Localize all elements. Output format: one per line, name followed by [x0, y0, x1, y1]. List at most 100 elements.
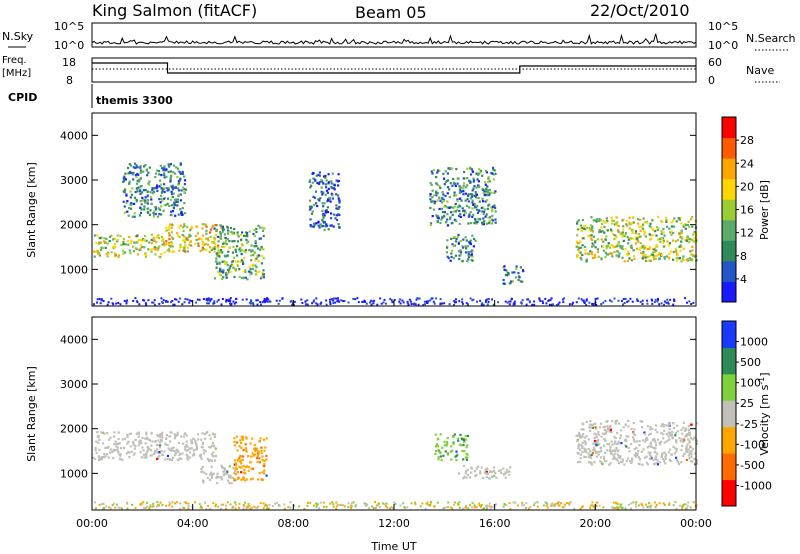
data-cell	[604, 256, 607, 259]
data-cell	[603, 231, 606, 234]
data-cell	[431, 215, 434, 218]
data-cell	[483, 190, 486, 193]
data-cell	[627, 435, 630, 438]
band-cell	[571, 303, 574, 306]
band-cell	[278, 299, 281, 302]
band-cell	[187, 502, 190, 505]
band-cell	[596, 297, 599, 300]
band-cell	[250, 299, 253, 302]
band-cell	[526, 298, 529, 301]
data-cell	[320, 190, 323, 193]
data-cell	[235, 467, 238, 471]
data-cell	[630, 461, 633, 464]
data-cell	[199, 250, 202, 253]
band-cell	[674, 501, 677, 504]
data-cell	[192, 452, 195, 455]
data-cell	[667, 431, 670, 434]
data-cell	[436, 183, 439, 186]
data-cell	[630, 244, 633, 247]
data-cell	[618, 252, 621, 255]
data-cell	[682, 454, 685, 458]
band-cell	[461, 301, 464, 304]
data-cell	[105, 253, 108, 256]
data-cell	[475, 222, 478, 225]
y-tick-label: 3000	[60, 174, 88, 187]
data-cell	[168, 248, 171, 251]
data-cell	[184, 432, 187, 435]
data-cell	[202, 481, 205, 484]
band-cell	[335, 507, 338, 510]
band-cell	[675, 507, 678, 510]
data-cell	[608, 246, 612, 249]
data-cell	[632, 422, 635, 425]
data-cell	[486, 207, 489, 210]
data-cell	[218, 270, 222, 273]
data-cell	[210, 474, 214, 477]
colorbar-swatch	[722, 137, 736, 159]
data-cell	[581, 446, 584, 449]
band-cell	[306, 299, 309, 302]
band-cell	[624, 507, 627, 510]
data-cell	[464, 251, 468, 254]
data-cell	[658, 251, 661, 255]
data-cell	[502, 278, 505, 282]
colorbar-tick-label: -500	[740, 459, 765, 472]
band-cell	[332, 299, 335, 302]
data-cell	[240, 466, 243, 469]
data-cell	[321, 202, 324, 205]
data-cell	[241, 458, 244, 461]
band-cell	[414, 303, 417, 306]
band-cell	[386, 506, 389, 509]
band-cell	[152, 505, 155, 508]
band-cell	[469, 504, 472, 507]
data-cell	[689, 450, 692, 453]
data-cell	[258, 248, 261, 251]
band-cell	[520, 301, 523, 304]
data-cell	[641, 246, 644, 249]
data-cell	[471, 170, 474, 173]
data-cell	[584, 252, 587, 255]
band-cell	[256, 303, 259, 306]
data-cell	[117, 431, 120, 434]
power-frame	[91, 112, 697, 307]
band-cell	[513, 300, 516, 303]
data-cell	[139, 247, 142, 250]
data-cell	[180, 435, 183, 438]
data-cell	[471, 259, 474, 262]
band-cell	[370, 303, 373, 306]
data-cell	[185, 453, 188, 456]
band-cell	[533, 300, 536, 303]
data-cell	[312, 195, 315, 198]
data-cell	[240, 478, 243, 481]
band-cell	[581, 506, 584, 509]
data-cell	[259, 237, 262, 240]
data-cell	[122, 180, 125, 183]
band-cell	[96, 298, 99, 301]
power-y-label: Slant Range [km]	[25, 162, 38, 258]
data-cell	[327, 173, 330, 176]
data-cell	[469, 211, 472, 214]
band-cell	[524, 507, 527, 509]
data-cell	[446, 218, 449, 221]
band-cell	[413, 501, 416, 504]
band-cell	[261, 301, 264, 304]
band-cell	[144, 506, 147, 509]
data-cell	[165, 226, 168, 229]
data-cell	[613, 456, 616, 459]
data-cell	[461, 246, 465, 249]
colorbar-swatch	[722, 373, 736, 401]
band-cell	[170, 301, 172, 304]
data-cell	[321, 219, 324, 222]
data-cell	[321, 209, 324, 212]
data-cell	[679, 244, 682, 247]
data-cell	[648, 454, 651, 457]
data-cell	[157, 234, 160, 237]
data-cell	[130, 239, 133, 242]
data-cell	[654, 428, 657, 431]
data-cell	[464, 192, 467, 195]
data-cell	[212, 433, 215, 436]
band-cell	[514, 501, 517, 504]
data-cell	[577, 219, 580, 222]
band-cell	[686, 504, 689, 507]
data-cell	[163, 173, 166, 176]
